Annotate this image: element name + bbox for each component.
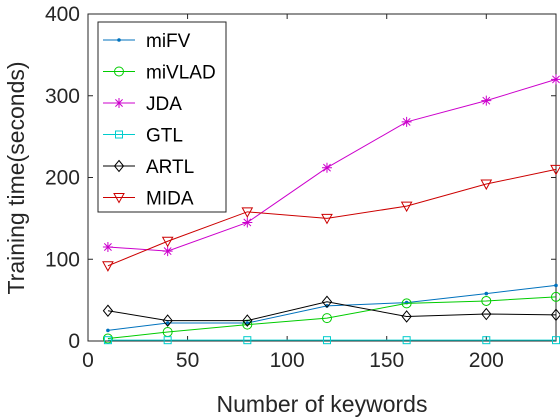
- data-point: [480, 179, 493, 191]
- data-point: [322, 336, 331, 345]
- data-point: [162, 314, 173, 327]
- legend-item: miVLAD: [103, 63, 216, 84]
- data-point: [103, 336, 112, 345]
- data-point: [115, 130, 123, 139]
- y-axis-label: Training time(seconds): [3, 61, 29, 294]
- legend-label: miFV: [146, 31, 191, 52]
- data-point: [102, 333, 113, 344]
- legend-item: miFV: [103, 31, 191, 52]
- data-point: [554, 283, 558, 288]
- series-mida: [102, 164, 560, 272]
- axis-ticks: 0 50 100 150 200 0 100 200 300 400: [45, 3, 556, 372]
- x-tick-label: 100: [270, 349, 305, 372]
- data-point: [321, 213, 333, 225]
- x-tick-label: 200: [469, 349, 504, 372]
- legend-label: ARTL: [146, 157, 194, 178]
- data-point: [243, 336, 252, 345]
- data-point: [484, 291, 489, 296]
- data-point: [165, 321, 170, 325]
- series-mivlad: [102, 291, 560, 344]
- data-point: [113, 159, 125, 173]
- legend-items: miFV miVLAD JDA GTL ARTL MIDA: [103, 31, 216, 210]
- legend-label: MIDA: [146, 189, 194, 210]
- y-tick-label: 100: [45, 248, 80, 271]
- series-line: [107, 168, 557, 267]
- legend-label: GTL: [146, 126, 183, 147]
- data-point: [245, 321, 250, 325]
- y-tick-label: 0: [68, 330, 80, 353]
- legend-item: ARTL: [103, 157, 194, 178]
- data-point: [401, 310, 412, 323]
- data-point: [481, 307, 492, 321]
- data-point: [114, 98, 124, 108]
- data-point: [161, 236, 174, 248]
- data-point: [550, 164, 560, 176]
- data-point: [321, 295, 333, 309]
- data-point: [401, 298, 412, 309]
- data-point: [242, 314, 253, 327]
- legend-box: [97, 21, 227, 213]
- data-point: [242, 217, 253, 228]
- data-point: [400, 201, 413, 213]
- data-point: [113, 193, 125, 204]
- data-point: [102, 241, 113, 252]
- data-point: [402, 336, 411, 345]
- data-point: [551, 74, 560, 85]
- data-point: [114, 66, 124, 77]
- x-axis-label: Number of keywords: [217, 391, 428, 417]
- legend: miFV miVLAD JDA GTL ARTL MIDA: [97, 21, 227, 213]
- series-layer: [102, 74, 560, 345]
- series-jda: [102, 74, 560, 257]
- data-point: [481, 95, 492, 106]
- data-point: [401, 116, 412, 127]
- series-line: [107, 301, 557, 322]
- data-point: [481, 295, 492, 306]
- series-line: [107, 296, 557, 340]
- data-point: [163, 336, 172, 345]
- legend-item: MIDA: [103, 189, 194, 210]
- series-mifv: [106, 283, 558, 333]
- x-tick-label: 0: [82, 349, 94, 372]
- data-point: [550, 308, 560, 322]
- legend-label: miVLAD: [146, 63, 216, 84]
- legend-item: GTL: [103, 126, 183, 147]
- data-point: [551, 291, 560, 302]
- y-tick-label: 200: [45, 167, 80, 190]
- data-point: [321, 313, 332, 324]
- data-point: [482, 336, 491, 345]
- series-artl: [102, 295, 560, 327]
- legend-label: JDA: [146, 94, 182, 115]
- series-gtl: [103, 336, 560, 345]
- data-point: [321, 162, 332, 173]
- data-point: [102, 304, 114, 318]
- data-point: [102, 261, 114, 272]
- data-point: [106, 328, 110, 333]
- legend-item: JDA: [103, 94, 182, 115]
- x-tick-label: 150: [369, 349, 404, 372]
- data-point: [241, 207, 254, 218]
- y-tick-label: 400: [45, 3, 80, 26]
- data-point: [117, 38, 121, 42]
- x-tick-label: 50: [176, 349, 199, 372]
- y-tick-label: 300: [45, 85, 80, 108]
- data-point: [162, 246, 173, 257]
